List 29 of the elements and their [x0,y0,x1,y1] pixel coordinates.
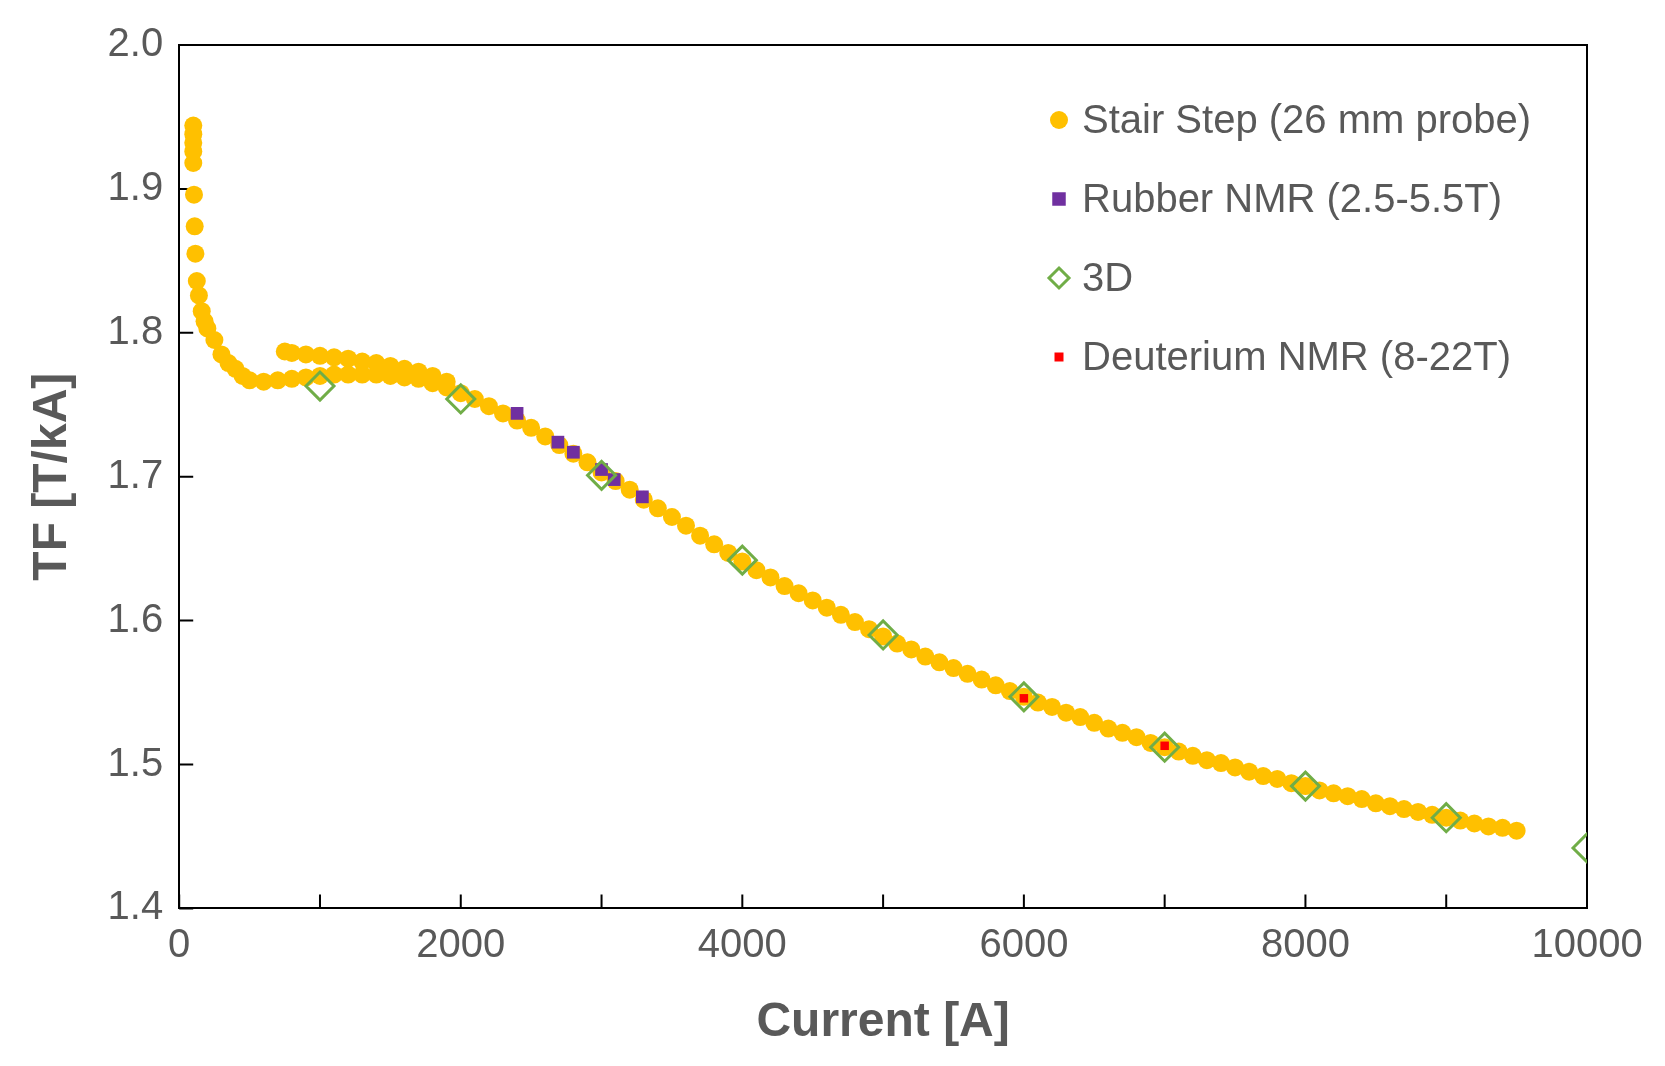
y-tick-label: 2.0 [107,20,164,65]
x-tick-label: 0 [168,921,191,966]
legend-label: Deuterium NMR (8-22T) [1082,334,1511,379]
point [1289,770,1321,802]
y-tick-label: 1.6 [107,595,164,640]
x-tick-label: 10000 [1531,921,1643,966]
point [726,544,758,576]
x-tick-label: 4000 [697,921,787,966]
y-axis-title: TF [T/kA] [23,372,77,581]
legend-label: Rubber NMR (2.5-5.5T) [1082,176,1503,221]
point [586,459,618,491]
y-tick-label: 1.9 [107,163,164,208]
legend-label: 3D [1082,255,1134,300]
x-tick-label: 6000 [979,921,1069,966]
legend-label: Stair Step (26 mm probe) [1082,97,1532,142]
y-tick-label: 1.8 [107,307,164,352]
point [304,370,336,402]
point [445,383,477,415]
y-tick-label: 1.4 [107,883,164,928]
x-tick-label: 2000 [416,921,506,966]
y-tick-label: 1.5 [107,739,164,784]
point [867,619,899,651]
x-axis-title: Current [A] [756,993,1010,1047]
point [510,407,524,420]
x-tick-label: 8000 [1260,921,1350,966]
y-tick-label: 1.7 [107,451,164,496]
point [1149,731,1181,763]
point [1008,681,1040,713]
point [1430,802,1462,834]
